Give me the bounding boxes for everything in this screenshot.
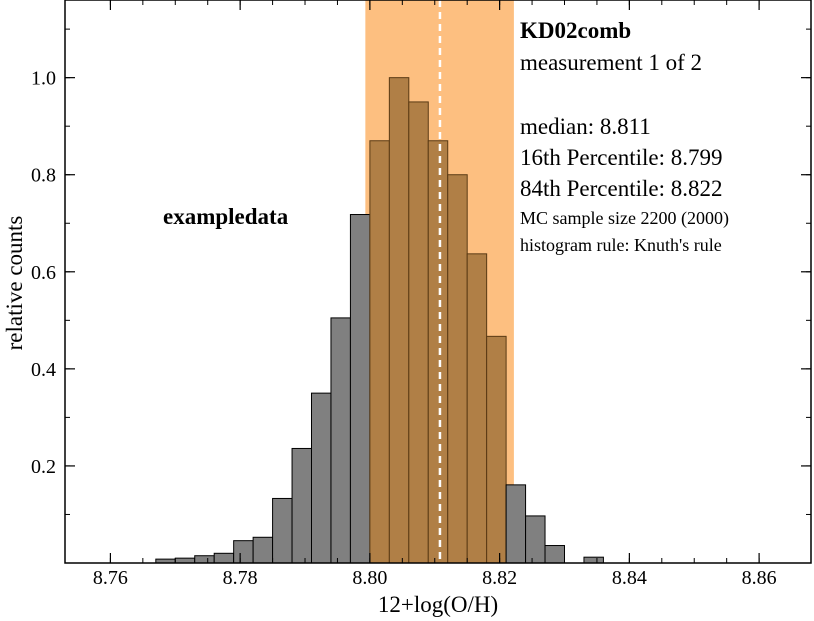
histogram-bar <box>291 447 313 564</box>
x-axis-label: 12+log(O/H) <box>378 592 498 617</box>
histogram-bar <box>369 140 390 564</box>
y-tick-label: 0.6 <box>31 262 56 284</box>
histogram-bar <box>427 140 449 564</box>
histogram-bar <box>447 174 468 564</box>
x-tick-label: 8.76 <box>93 567 128 589</box>
x-tick-label: 8.80 <box>352 567 387 589</box>
plot-frame <box>64 0 812 564</box>
histogram-bar <box>252 536 274 564</box>
stat-histogram-rule: histogram rule: Knuth's rule <box>520 235 722 255</box>
histogram-bar <box>311 392 332 564</box>
histogram-bar <box>272 497 293 564</box>
histogram-bar <box>194 555 215 564</box>
y-tick-label: 0.4 <box>31 359 56 381</box>
x-tick-label: 8.84 <box>612 567 647 589</box>
y-tick-label: 1.0 <box>31 68 56 90</box>
dataset-label: exampledata <box>163 204 289 229</box>
histogram-bar <box>388 77 410 564</box>
chart-subtitle: measurement 1 of 2 <box>520 50 702 75</box>
y-axis-label: relative counts <box>2 216 27 351</box>
y-tick-label: 0.2 <box>31 456 56 478</box>
histogram-bar <box>544 545 565 564</box>
x-tick-label: 8.86 <box>742 567 777 589</box>
x-tick-label: 8.78 <box>223 567 258 589</box>
histogram-bar <box>466 253 488 564</box>
histogram-bar <box>486 335 507 564</box>
stat-84th-percentile: 84th Percentile: 8.822 <box>520 176 723 201</box>
chart-title: KD02comb <box>520 18 631 43</box>
stat-16th-percentile: 16th Percentile: 8.799 <box>520 145 723 170</box>
stat-mc-sample-size: MC sample size 2200 (2000) <box>520 208 729 229</box>
x-tick-label: 8.82 <box>482 567 517 589</box>
histogram-bar <box>233 540 254 564</box>
histogram-bar <box>408 101 429 564</box>
histogram-bar <box>213 552 235 564</box>
stat-median: median: 8.811 <box>520 114 651 139</box>
y-tick-label: 0.8 <box>31 165 56 187</box>
histogram-bar <box>349 214 371 564</box>
histogram-bar <box>330 317 351 564</box>
histogram-bar <box>505 484 527 564</box>
histogram-bar <box>583 556 604 564</box>
histogram-bar <box>525 515 546 564</box>
